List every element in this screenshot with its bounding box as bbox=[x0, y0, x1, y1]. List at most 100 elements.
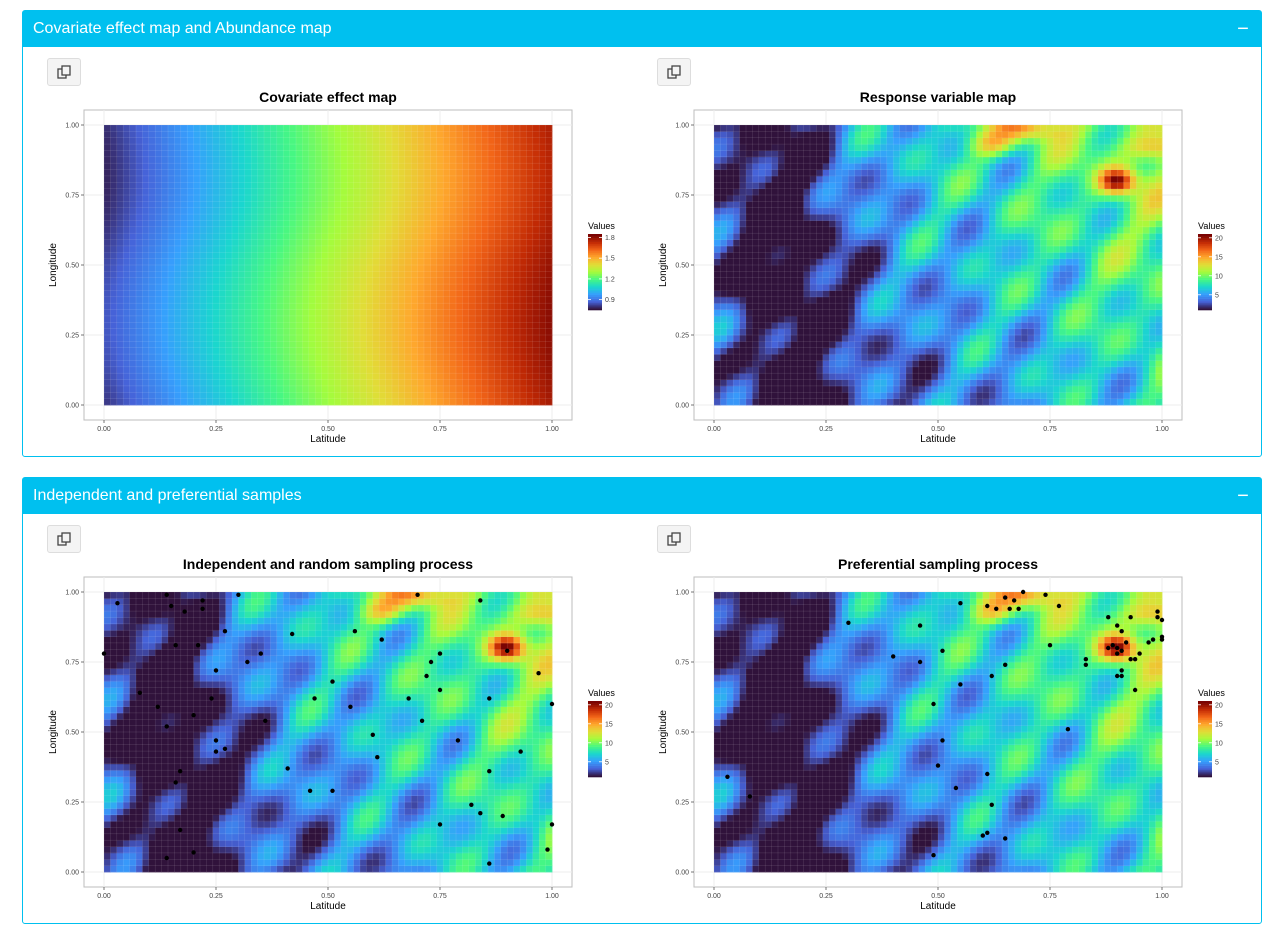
sample-point bbox=[1047, 643, 1053, 648]
minus-icon[interactable]: − bbox=[1237, 18, 1249, 40]
sample-point bbox=[1003, 662, 1008, 667]
sample-point bbox=[917, 623, 923, 628]
sample-point bbox=[330, 788, 335, 793]
sample-point bbox=[209, 696, 214, 701]
minus-icon[interactable]: − bbox=[1237, 485, 1249, 507]
sample-point bbox=[469, 802, 474, 807]
chart-title: Covariate effect map bbox=[259, 89, 397, 105]
sample-point bbox=[505, 648, 510, 653]
sample-point bbox=[536, 671, 541, 676]
sample-point bbox=[1106, 645, 1111, 651]
copy-icon bbox=[667, 65, 681, 79]
sample-point bbox=[935, 763, 941, 768]
y-tick-label: 0.25 bbox=[675, 800, 689, 807]
y-tick-label: 0.00 bbox=[675, 403, 689, 410]
sample-point bbox=[1065, 727, 1071, 732]
sample-point bbox=[1128, 657, 1133, 662]
sample-point bbox=[1123, 640, 1129, 645]
sample-point bbox=[1083, 657, 1089, 662]
sample-point bbox=[1007, 606, 1012, 611]
sample-point bbox=[406, 696, 411, 701]
sample-point bbox=[487, 861, 492, 866]
sample-point bbox=[989, 802, 994, 807]
legend-tick-label: 1.2 bbox=[605, 276, 615, 283]
sample-point bbox=[379, 637, 384, 642]
sample-point bbox=[487, 769, 492, 774]
sample-point bbox=[940, 648, 945, 653]
grid-mesh bbox=[713, 591, 1163, 873]
y-tick-label: 0.50 bbox=[675, 263, 689, 270]
sample-point bbox=[258, 651, 263, 656]
copy-button[interactable] bbox=[47, 58, 81, 86]
sample-point bbox=[437, 651, 443, 656]
x-axis-label: Latitude bbox=[920, 901, 956, 912]
sample-point bbox=[917, 659, 923, 665]
legend-title: Values bbox=[588, 688, 615, 698]
copy-button[interactable] bbox=[657, 525, 691, 553]
x-tick-label: 0.00 bbox=[97, 893, 111, 900]
legend-tick-label: 20 bbox=[1215, 702, 1223, 709]
copy-button[interactable] bbox=[47, 525, 81, 553]
y-tick-label: 0.25 bbox=[65, 800, 79, 807]
sample-point bbox=[213, 749, 219, 754]
sample-point bbox=[1016, 606, 1021, 611]
sample-point bbox=[352, 629, 358, 634]
sample-point bbox=[1132, 687, 1138, 693]
sample-point bbox=[137, 690, 143, 695]
x-axis-label: Latitude bbox=[920, 434, 956, 445]
x-tick-label: 0.25 bbox=[819, 426, 833, 433]
legend-tick-label: 1.8 bbox=[605, 235, 615, 242]
x-tick-label: 1.00 bbox=[1155, 893, 1169, 900]
sample-point bbox=[1003, 836, 1008, 841]
sample-point bbox=[164, 855, 169, 861]
sample-point bbox=[164, 592, 169, 597]
legend-tick-label: 15 bbox=[1215, 721, 1223, 728]
sample-point bbox=[173, 780, 178, 785]
sample-point bbox=[285, 766, 290, 771]
sample-point bbox=[1003, 595, 1008, 600]
y-tick-label: 0.75 bbox=[675, 660, 689, 667]
sample-point bbox=[424, 673, 429, 679]
sample-point bbox=[437, 687, 443, 693]
sample-point bbox=[330, 679, 335, 684]
x-tick-label: 0.00 bbox=[707, 893, 721, 900]
sample-point bbox=[289, 631, 295, 637]
grid-mesh bbox=[103, 591, 553, 873]
legend-tick-label: 20 bbox=[605, 702, 613, 709]
x-tick-label: 0.50 bbox=[931, 426, 945, 433]
sample-point bbox=[891, 654, 896, 659]
sample-point bbox=[236, 592, 241, 597]
sample-point bbox=[1155, 609, 1160, 614]
copy-button[interactable] bbox=[657, 58, 691, 86]
sample-point bbox=[994, 606, 999, 611]
sample-point bbox=[1083, 662, 1089, 667]
x-tick-label: 0.00 bbox=[97, 426, 111, 433]
x-axis-label: Latitude bbox=[310, 901, 346, 912]
sample-point bbox=[312, 696, 317, 701]
random-sampling-chart: Independent and random sampling process 0… bbox=[48, 556, 615, 912]
sample-point bbox=[931, 853, 936, 858]
sample-point bbox=[213, 738, 219, 743]
sample-point bbox=[931, 701, 936, 707]
sample-point bbox=[1159, 617, 1165, 623]
sample-point bbox=[1115, 645, 1120, 651]
sample-point bbox=[348, 704, 353, 709]
sample-point bbox=[518, 749, 523, 754]
legend-tick-label: 1.5 bbox=[605, 256, 615, 263]
x-tick-label: 0.25 bbox=[209, 426, 223, 433]
sample-point bbox=[173, 643, 178, 648]
sample-point bbox=[428, 659, 434, 665]
legend-tick-label: 0.9 bbox=[605, 297, 615, 304]
y-axis-label: Longitude bbox=[658, 710, 669, 754]
sample-point bbox=[1119, 668, 1124, 673]
y-tick-label: 1.00 bbox=[675, 590, 689, 597]
y-axis-label: Longitude bbox=[48, 243, 59, 287]
sample-point bbox=[1011, 598, 1017, 603]
y-tick-label: 0.00 bbox=[65, 870, 79, 877]
legend-tick-label: 10 bbox=[605, 740, 613, 747]
y-axis-label: Longitude bbox=[48, 710, 59, 754]
sample-point bbox=[455, 738, 461, 743]
copy-icon bbox=[57, 65, 71, 79]
sample-point bbox=[1159, 637, 1165, 642]
sample-point bbox=[245, 659, 250, 665]
